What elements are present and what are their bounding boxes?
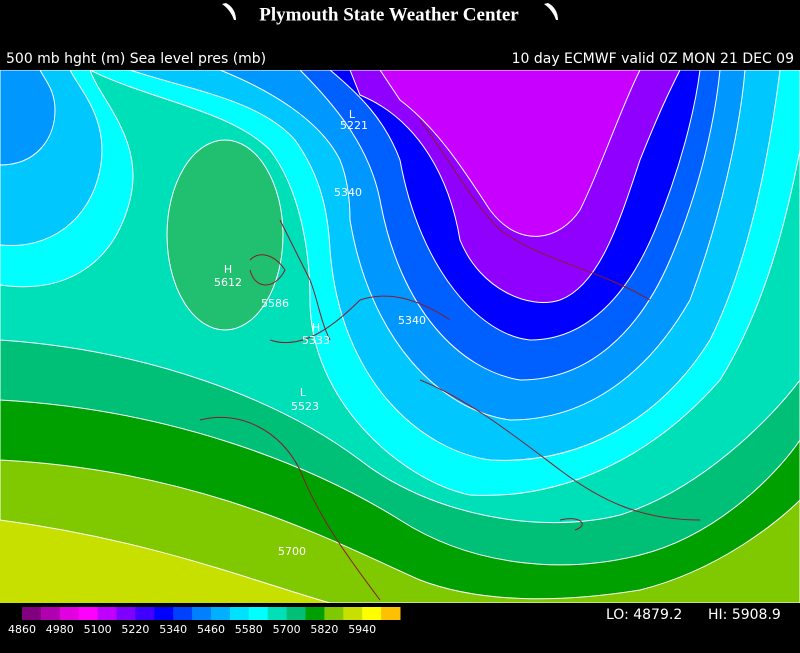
- colorbar-label: 5220: [121, 623, 149, 636]
- colorbar-label: 5940: [348, 623, 376, 636]
- band: [166, 139, 284, 331]
- colorbar-label: 5340: [159, 623, 187, 636]
- map-label: 5700: [278, 545, 306, 558]
- map-label: 5340: [334, 186, 362, 199]
- map-label: 5221: [340, 119, 368, 132]
- colorbar-swatch: [381, 607, 401, 620]
- logo-right: [544, 3, 558, 20]
- coastline: [199, 119, 701, 601]
- colorbar-label: 5460: [197, 623, 225, 636]
- band: [0, 70, 56, 166]
- colorbar-label: 5820: [310, 623, 338, 636]
- hi-value: HI: 5908.9: [708, 607, 781, 623]
- map-label: 5523: [291, 400, 319, 413]
- colorbar-swatch: [362, 607, 382, 620]
- colorbar: 4860 4980 5100 5220 5340 5460 5580 5700 5820 5940: [8, 607, 401, 636]
- lo-value: LO: 4879.2: [606, 607, 682, 623]
- map-label: H: [224, 263, 232, 276]
- colorbar-label: 4860: [8, 623, 36, 636]
- colorbar-swatch: [116, 607, 136, 620]
- colorbar-label: 5700: [273, 623, 301, 636]
- band: [379, 70, 641, 237]
- subtitle-right: 10 day ECMWF valid 0Z MON 21 DEC 09: [512, 51, 794, 67]
- colorbar-swatch: [135, 607, 155, 620]
- title: Plymouth State Weather Center: [259, 4, 519, 25]
- map-label: 5612: [214, 276, 242, 289]
- colorbar-swatch: [40, 607, 61, 620]
- colorbar-label: 4980: [46, 623, 74, 636]
- map-label: 5340: [398, 314, 426, 327]
- logo-left: [222, 3, 236, 20]
- colorbar-swatch: [305, 607, 325, 620]
- colorbar-swatch: [343, 607, 363, 620]
- colorbar-swatch: [154, 607, 174, 620]
- colorbar-swatch: [173, 607, 193, 620]
- colorbar-swatch: [22, 607, 42, 620]
- map-label: L: [300, 386, 307, 399]
- colorbar-swatch: [229, 607, 250, 620]
- colorbar-swatch: [59, 607, 80, 620]
- map-label: H: [312, 321, 320, 334]
- subtitle-left: 500 mb hght (m) Sea level pres (mb): [6, 51, 266, 67]
- colorbar-label: 5580: [235, 623, 263, 636]
- colorbar-swatch: [286, 607, 306, 620]
- colorbar-swatch: [78, 607, 99, 620]
- colorbar-swatch: [211, 607, 231, 620]
- colorbar-swatch: [324, 607, 344, 620]
- map: L 5221 5340 H 5612 5586 H 5333 5340 L 55…: [0, 70, 800, 603]
- map-label: L: [349, 108, 356, 121]
- colorbar-swatch: [192, 607, 212, 620]
- map-label: 5586: [261, 297, 289, 310]
- colorbar-swatch: [97, 607, 117, 620]
- map-label: 5333: [302, 334, 330, 347]
- colorbar-swatch: [267, 607, 288, 620]
- colorbar-label: 5100: [84, 623, 112, 636]
- colorbar-swatch: [248, 607, 269, 620]
